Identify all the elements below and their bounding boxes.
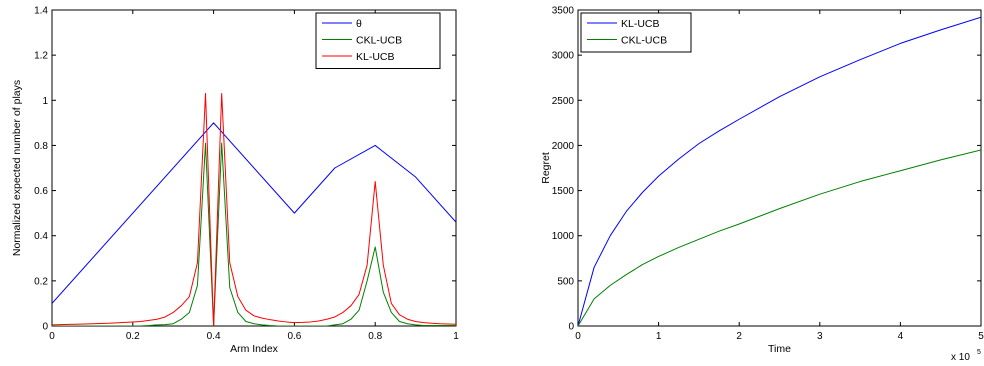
y-tick-label: 1 bbox=[42, 96, 48, 107]
legend-entry: CKL-UCB bbox=[621, 35, 667, 47]
x-tick-label: 0.2 bbox=[126, 331, 140, 342]
x-tick-label: 4 bbox=[898, 331, 904, 342]
y-tick-label: 1.4 bbox=[34, 6, 48, 17]
y-tick-label: 0.4 bbox=[34, 231, 48, 242]
x-tick-label: 3 bbox=[817, 331, 823, 342]
legend: θ CKL-UCB KL-UCB bbox=[315, 12, 441, 69]
legend-box bbox=[580, 12, 692, 53]
x-axis-multiplier: x 10 bbox=[951, 352, 970, 363]
x-tick-label: 0.6 bbox=[287, 331, 301, 342]
y-tick-label: 0.8 bbox=[34, 141, 48, 152]
y-tick-label: 2500 bbox=[552, 96, 575, 107]
x-tick-label: 2 bbox=[736, 331, 742, 342]
y-tick-label: 0.2 bbox=[34, 276, 48, 287]
y-axis-label: Normalized expected number of plays bbox=[11, 80, 23, 256]
y-tick-label: 2000 bbox=[552, 141, 575, 152]
legend-entry: θ bbox=[356, 18, 362, 30]
y-tick-label: 3000 bbox=[552, 51, 575, 62]
y-tick-label: 0 bbox=[568, 322, 574, 333]
legend-entry: KL-UCB bbox=[356, 51, 395, 63]
y-tick-label: 0 bbox=[42, 322, 48, 333]
y-tick-label: 1.2 bbox=[34, 51, 48, 62]
series-line-ckl-ucb bbox=[52, 142, 456, 326]
series-line-- bbox=[52, 122, 456, 304]
y-tick-label: 3500 bbox=[552, 6, 575, 17]
chart-2: 0 1 2 3 4 5 0 500 1000 1500 2000 2500 3000 3500 Time Re… bbox=[540, 6, 984, 364]
x-tick-label: 1 bbox=[656, 331, 662, 342]
legend: KL-UCB CKL-UCB bbox=[580, 12, 692, 53]
x-tick-label: 0.8 bbox=[368, 331, 382, 342]
y-axis-label: Regret bbox=[540, 152, 552, 184]
x-tick-label: 0 bbox=[49, 331, 55, 342]
x-tick-label: 5 bbox=[978, 331, 984, 342]
legend-box bbox=[315, 12, 441, 69]
x-tick-label: 0 bbox=[575, 331, 581, 342]
x-axis-label: Arm Index bbox=[230, 343, 279, 355]
plot-frame bbox=[577, 9, 982, 327]
legend-entry: KL-UCB bbox=[621, 18, 660, 30]
x-axis-multiplier-exponent: 5 bbox=[977, 349, 981, 356]
x-tick-label: 1 bbox=[453, 331, 459, 342]
series-line-kl-ucb bbox=[578, 16, 981, 326]
y-tick-label: 500 bbox=[557, 276, 574, 287]
x-axis-label: Time bbox=[768, 343, 791, 355]
chart-1: 0 0.2 0.4 0.6 0.8 1 0 0.2 0.4 0.6 0.8 1 1.2 1.4 Arm In… bbox=[11, 6, 459, 356]
x-tick-label: 0.4 bbox=[207, 331, 221, 342]
y-tick-label: 0.6 bbox=[34, 186, 48, 197]
series-line-ckl-ucb bbox=[578, 149, 981, 326]
y-tick-label: 1000 bbox=[552, 231, 575, 242]
legend-entry: CKL-UCB bbox=[356, 35, 402, 47]
series-line-kl-ucb bbox=[52, 93, 456, 326]
y-tick-label: 1500 bbox=[552, 186, 575, 197]
